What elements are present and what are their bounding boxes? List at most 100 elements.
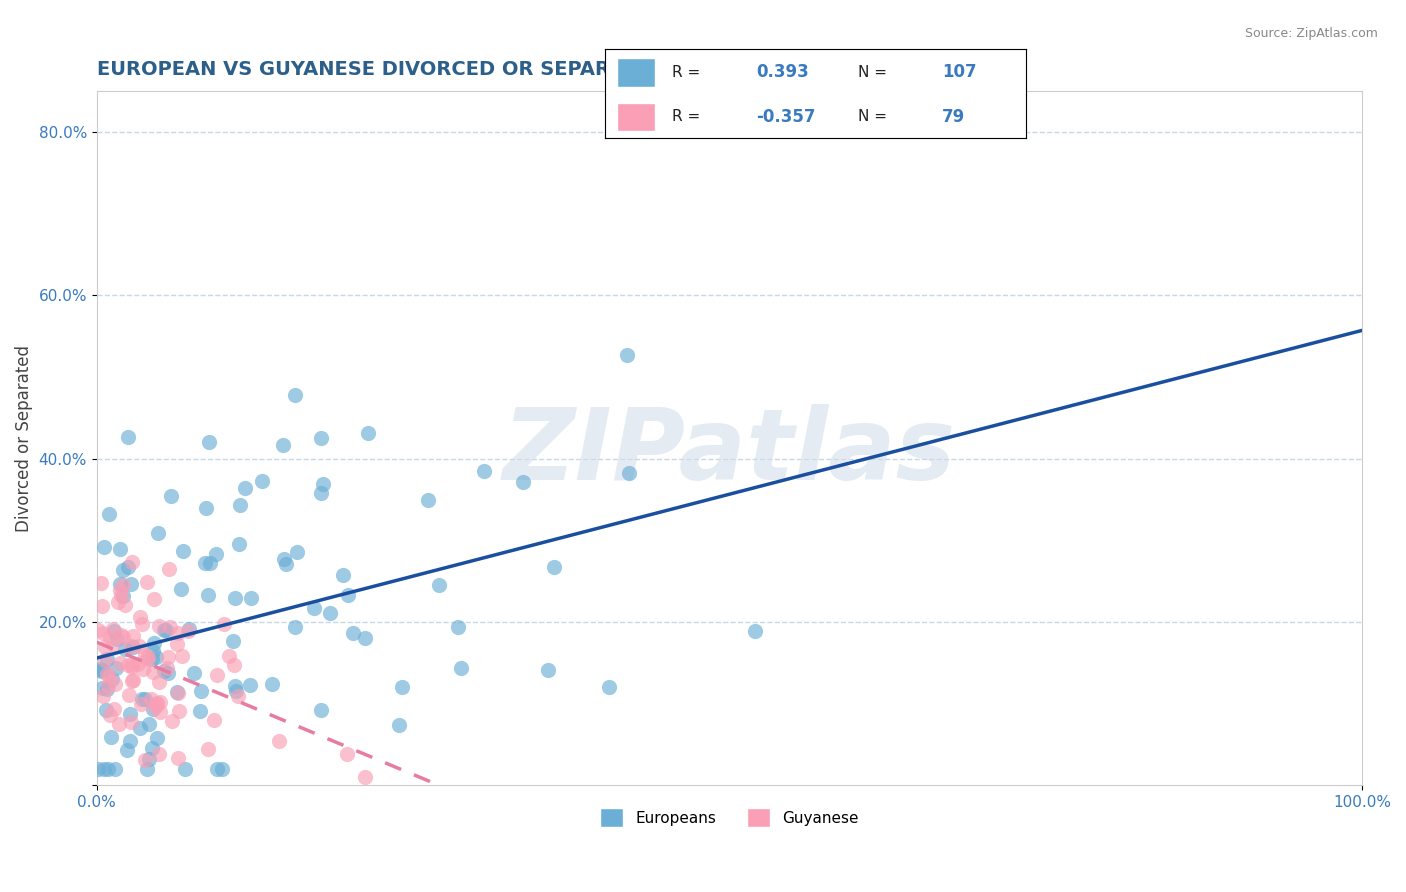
Legend: Europeans, Guyanese: Europeans, Guyanese xyxy=(595,802,865,833)
Point xyxy=(260,677,283,691)
Point xyxy=(111,563,134,577)
Point xyxy=(87,623,110,637)
Point xyxy=(148,619,170,633)
Bar xyxy=(617,103,655,131)
Point xyxy=(114,641,136,656)
Text: -0.357: -0.357 xyxy=(756,108,815,126)
Point xyxy=(197,742,219,756)
Point xyxy=(156,661,179,675)
Point xyxy=(198,434,221,449)
Point xyxy=(617,466,640,480)
Point xyxy=(145,650,167,665)
Point xyxy=(233,481,256,495)
Point xyxy=(129,721,152,735)
Point xyxy=(205,762,228,776)
Point xyxy=(353,631,375,645)
Point xyxy=(336,588,359,602)
Point xyxy=(103,624,125,639)
Point xyxy=(212,617,235,632)
Point xyxy=(91,689,114,703)
Point xyxy=(391,680,413,694)
Point xyxy=(134,753,156,767)
Point xyxy=(159,620,181,634)
Text: Source: ZipAtlas.com: Source: ZipAtlas.com xyxy=(1244,27,1378,40)
Point xyxy=(105,661,128,675)
Point xyxy=(148,747,170,762)
Point xyxy=(342,625,364,640)
Point xyxy=(121,657,143,672)
Point xyxy=(118,688,141,702)
Point xyxy=(100,730,122,744)
Point xyxy=(388,717,411,731)
Point xyxy=(332,568,354,582)
Point xyxy=(96,667,118,681)
Point xyxy=(121,555,143,569)
Point xyxy=(114,598,136,612)
Point xyxy=(101,637,124,651)
Point xyxy=(91,663,114,677)
Point xyxy=(91,626,114,640)
Point xyxy=(101,622,124,636)
Point xyxy=(142,665,165,679)
Point xyxy=(143,700,166,714)
Point xyxy=(228,690,250,704)
Point xyxy=(190,684,212,698)
Y-axis label: Divorced or Separated: Divorced or Separated xyxy=(15,344,32,532)
Point xyxy=(132,662,155,676)
Point xyxy=(121,660,143,674)
Point xyxy=(616,348,638,362)
Point xyxy=(105,632,128,646)
Point xyxy=(160,714,183,729)
Point xyxy=(141,740,163,755)
Point xyxy=(167,751,190,765)
Point xyxy=(122,640,145,654)
Point xyxy=(250,475,273,489)
Point xyxy=(472,465,495,479)
Point xyxy=(112,577,135,591)
Point xyxy=(169,704,191,718)
Point xyxy=(128,609,150,624)
Point xyxy=(204,547,226,561)
Point xyxy=(239,591,262,605)
Point xyxy=(183,665,205,680)
Point xyxy=(90,681,112,696)
Point xyxy=(598,681,620,695)
Text: 107: 107 xyxy=(942,63,977,81)
Point xyxy=(224,679,246,693)
Point xyxy=(357,425,380,440)
Point xyxy=(285,545,308,559)
Point xyxy=(225,684,247,698)
Point xyxy=(166,637,188,651)
Point xyxy=(108,657,131,671)
Point xyxy=(195,501,218,516)
Point xyxy=(112,630,135,644)
Point xyxy=(104,676,127,690)
Point xyxy=(153,664,176,678)
Point xyxy=(145,697,167,711)
Point xyxy=(134,648,156,663)
Point xyxy=(155,624,177,638)
Point xyxy=(311,430,333,444)
Point xyxy=(170,648,193,663)
Point xyxy=(93,540,115,554)
Point xyxy=(97,762,120,776)
Point xyxy=(312,477,335,491)
Point xyxy=(138,752,160,766)
Point xyxy=(228,537,250,551)
Text: N =: N = xyxy=(858,110,887,124)
Point xyxy=(90,664,112,678)
Point xyxy=(108,541,131,556)
Point xyxy=(205,668,228,682)
Point xyxy=(108,577,131,591)
Point xyxy=(98,668,121,682)
Point xyxy=(149,694,172,708)
Point xyxy=(104,762,127,776)
Point xyxy=(141,652,163,666)
Point xyxy=(134,691,156,706)
Point xyxy=(172,544,194,558)
Point xyxy=(146,525,169,540)
Point xyxy=(173,762,195,776)
Text: 0.393: 0.393 xyxy=(756,63,810,81)
Point xyxy=(139,692,162,706)
Point xyxy=(122,629,145,643)
